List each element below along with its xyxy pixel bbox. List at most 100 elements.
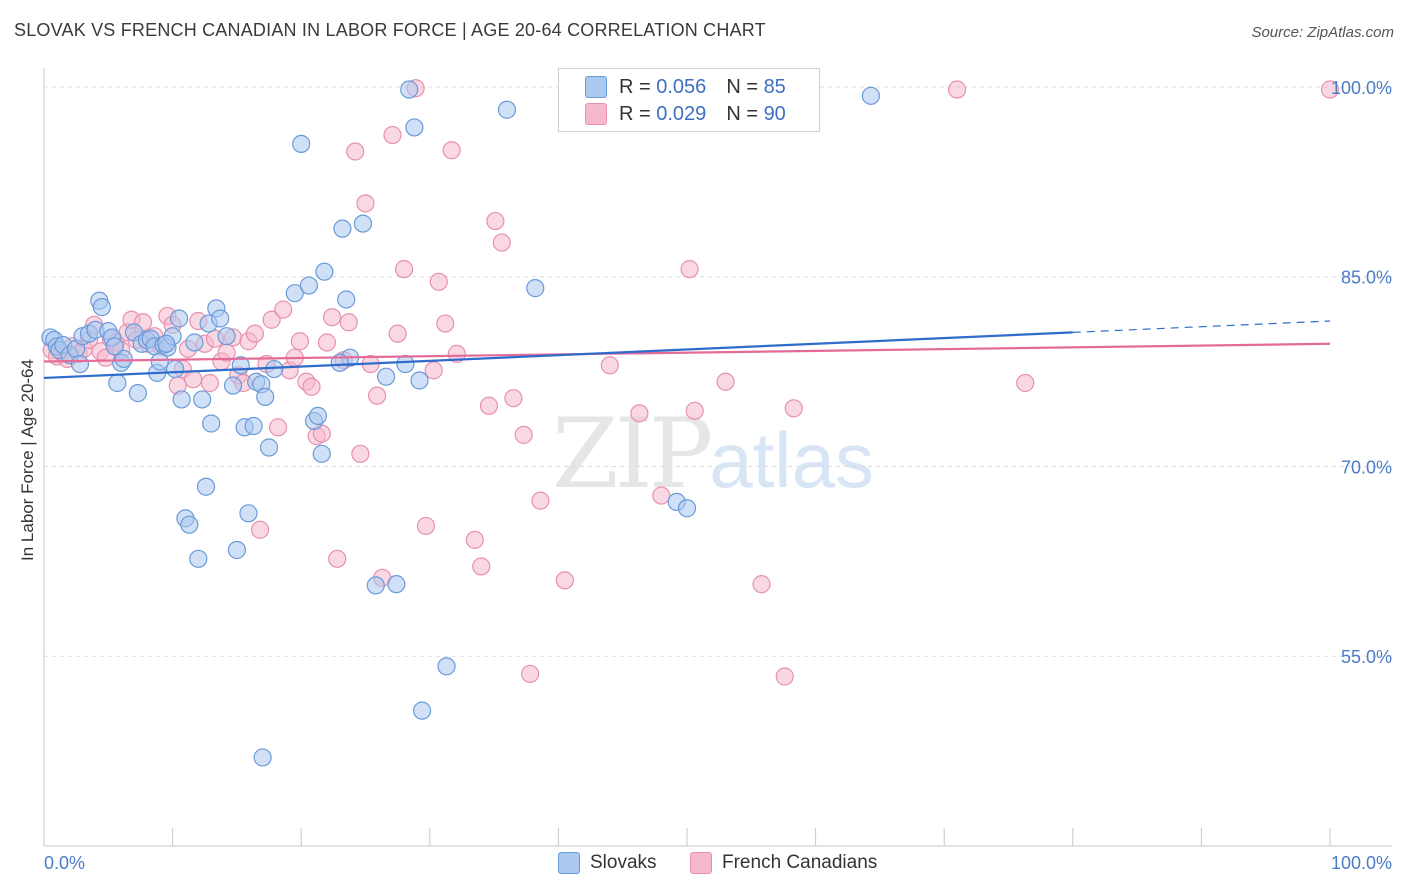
slovak-point [366,576,385,595]
n-label: N = [726,102,758,125]
slovak-point [292,134,311,154]
french-canadian-point [290,332,310,351]
y-tick-label: 70.0% [1341,457,1392,477]
french-canadian-point [442,141,461,160]
french-canadian-point [268,418,288,437]
y-tick-label: 85.0% [1341,268,1392,288]
slovak-point [202,414,221,433]
slovak-point [128,384,147,403]
slovak-point [211,309,230,328]
slovak-point [157,334,176,353]
french-canadian-point [262,310,281,329]
french-canadian-point [652,486,671,505]
french-canadian-point [775,667,794,686]
french-canadian-point [492,233,511,252]
french-canadian-point [200,373,219,393]
slovak-point [861,86,880,105]
french-canadian-point [351,444,370,463]
slovak-point [189,549,208,568]
french-canadian-point [521,664,540,684]
french-canadian-point [356,194,375,213]
french-canadian-point [388,324,407,343]
slovak-point [299,276,319,295]
legend-item-slovaks: Slovaks [558,852,657,874]
french-canadian-point [472,557,491,576]
french-canadian-point [465,530,484,549]
french-legend-swatch [690,852,712,874]
french-swatch [585,103,607,125]
french-canadian-point [317,333,337,352]
slovak-point [166,359,185,379]
french-canadian-point [1320,80,1340,99]
slovak-point [387,575,406,594]
x-tick-label: 100.0% [1331,853,1392,873]
slovak-point [114,349,133,369]
slovak-point [376,367,396,386]
french-canadian-point [504,389,523,408]
legend-item-french: French Canadians [690,852,877,874]
x-tick-label: 0.0% [44,853,85,873]
slovak-point [400,80,419,99]
slovak-point [172,390,191,409]
legend-row-slovaks: R = 0.056 N = 85 [585,74,786,100]
slovak-point [108,373,127,393]
slovak-point [526,279,545,298]
french-canadian-point [947,80,967,99]
slovak-point [437,657,456,676]
n-label: N = [726,75,758,98]
legend-row-french: R = 0.029 N = 90 [585,101,786,127]
slovak-point [285,284,304,303]
slovaks-n-value: 85 [763,75,786,98]
slovak-point [223,376,243,395]
slovak-point [396,354,415,374]
slovak-point [259,438,279,457]
french-canadian-point [302,377,321,396]
french-canadian-point [447,344,466,363]
slovak-point [196,477,216,496]
french-r-value: 0.029 [656,102,707,125]
french-canadian-point [514,425,533,444]
french-canadian-point [416,516,436,536]
slovak-point [353,214,373,233]
french-legend-label: French Canadians [722,852,878,873]
slovak-point [337,290,356,309]
axes [43,68,1392,847]
french-canadian-point [328,549,347,568]
french-canadian-point [685,401,704,420]
french-canadian-point [555,571,574,590]
r-label: R = [619,102,651,125]
slovak-point [193,390,212,409]
slovak-point [256,387,275,407]
trend-lines [43,320,1331,380]
french-canadian-point [367,386,387,405]
french-canadian-point [424,361,443,380]
french-canadian-point [680,260,699,279]
french-canadian-point [339,313,358,332]
slovak-point [180,515,199,534]
french-canadian-point [245,324,265,343]
slovaks-legend-label: Slovaks [590,852,657,873]
slovak-point [185,333,204,352]
french-canadian-point [250,520,270,539]
french-canadian-point [436,314,455,333]
french-canadian-point [630,404,649,423]
slovaks-legend-swatch [558,852,580,874]
slovak-point [169,309,189,328]
french-canadian-point [429,272,448,291]
tick-labels: 55.0% 70.0% 85.0% 100.0% 0.0% 100.0% [44,78,1392,873]
r-label: R = [619,75,651,98]
correlation-legend: R = 0.056 N = 85 R = 0.029 N = 90 [558,68,820,132]
french-canadian-point [383,125,402,145]
slovak-point [412,701,432,720]
french-canadian-point [784,399,803,418]
slovak-point [312,444,331,463]
french-canadian-point [716,372,735,391]
french-canadian-point [184,370,203,389]
slovak-point [315,262,334,281]
french-canadian-point [752,575,771,594]
slovak-point [105,337,124,356]
slovak-trend-extension [1072,320,1331,333]
slovak-points [41,80,880,767]
french-canadian-point [1016,373,1035,393]
